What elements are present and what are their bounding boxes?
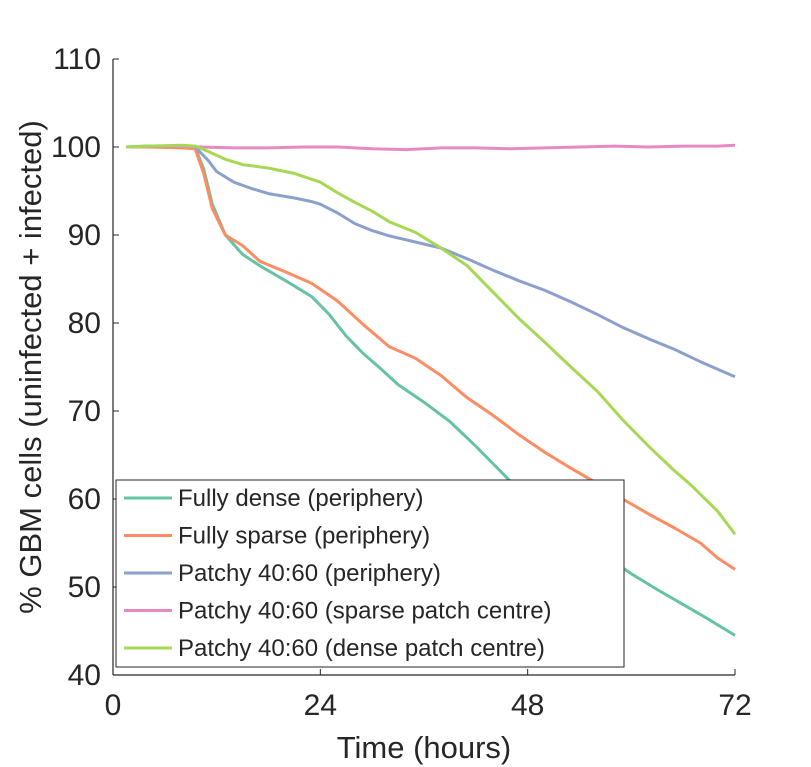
x-axis-title: Time (hours) (337, 730, 512, 765)
y-axis-title: % GBM cells (uninfected + infected) (13, 120, 48, 614)
legend-label: Fully dense (periphery) (178, 485, 423, 512)
legend-label: Patchy 40:60 (periphery) (178, 560, 441, 587)
x-tick-label: 72 (718, 689, 751, 722)
y-tick-label: 70 (68, 395, 101, 428)
y-tick-label: 110 (53, 43, 101, 76)
x-tick-label: 48 (511, 689, 544, 722)
legend-label: Patchy 40:60 (dense patch centre) (178, 635, 545, 662)
legend-label: Fully sparse (periphery) (178, 523, 430, 550)
y-tick-label: 50 (68, 571, 101, 604)
y-ticks: 40 50 60 70 80 90 100 110 (51, 43, 119, 692)
series-line-3 (125, 144, 736, 379)
series-line-4 (125, 143, 736, 152)
y-tick-label: 40 (68, 659, 101, 692)
legend: Fully dense (periphery) Fully sparse (per… (115, 479, 625, 668)
legend-box (115, 479, 625, 668)
y-tick-label: 60 (68, 483, 101, 516)
y-tick-label: 90 (68, 219, 101, 252)
x-tick-label: 24 (304, 689, 337, 722)
legend-label: Patchy 40:60 (sparse patch centre) (178, 598, 552, 625)
x-tick-label: 0 (105, 689, 122, 722)
y-tick-label: 100 (51, 131, 101, 164)
series-line-2 (126, 145, 736, 571)
x-ticks: 0 24 48 72 (105, 669, 752, 722)
y-tick-label: 80 (68, 307, 101, 340)
series-line-5 (125, 143, 737, 536)
